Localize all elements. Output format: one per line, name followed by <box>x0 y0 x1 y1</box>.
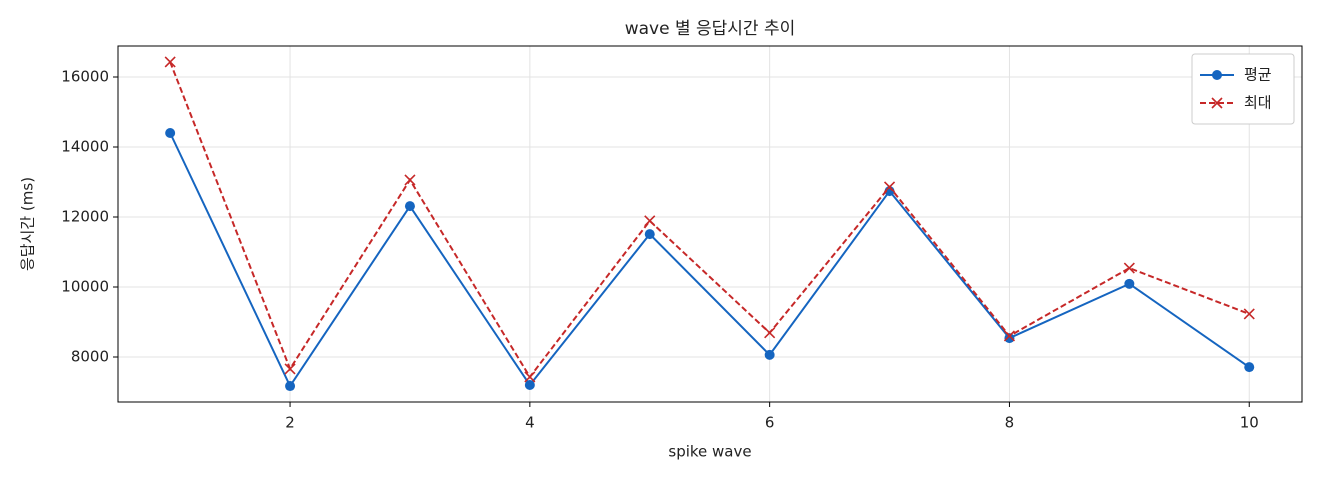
data-point <box>524 379 535 390</box>
data-point <box>404 174 416 186</box>
data-point <box>764 327 776 339</box>
data-point <box>1124 278 1135 289</box>
x-tick-label: 8 <box>1005 414 1015 432</box>
y-tick-label: 12000 <box>61 208 109 226</box>
marker-x <box>404 174 416 186</box>
data-point <box>644 229 655 240</box>
data-point <box>524 371 536 383</box>
x-tick-label: 6 <box>765 414 775 432</box>
data-point <box>164 56 176 68</box>
data-point <box>284 363 296 375</box>
y-tick-label: 16000 <box>61 68 109 86</box>
data-point <box>165 128 176 139</box>
marker-x <box>883 181 896 193</box>
x-tick-label: 2 <box>285 414 295 432</box>
data-point <box>1123 262 1135 274</box>
series-line <box>169 61 1250 379</box>
marker-x <box>1123 262 1135 274</box>
data-point <box>285 381 296 392</box>
legend-label: 평균 <box>1244 66 1272 84</box>
marker-x <box>524 371 536 383</box>
data-point <box>404 201 415 212</box>
series-line <box>169 132 1250 389</box>
x-tick-label: 10 <box>1240 414 1259 432</box>
marker-x <box>644 215 656 227</box>
y-tick-label: 10000 <box>61 277 109 295</box>
legend-label: 최대 <box>1244 94 1272 112</box>
plot-frame <box>117 45 1303 403</box>
marker-x <box>1003 330 1016 342</box>
marker-x <box>1243 308 1255 320</box>
marker-x <box>1211 97 1223 109</box>
chart-title: wave 별 응답시간 추이 <box>625 19 796 39</box>
y-axis-label: 응답시간 (ms) <box>19 177 37 271</box>
marker-x <box>164 56 176 68</box>
data-point <box>1003 330 1016 342</box>
legend-marker <box>1212 70 1222 80</box>
data-point <box>644 215 656 227</box>
y-tick-label: 8000 <box>71 347 109 365</box>
data-point <box>764 349 775 360</box>
y-tick-label: 14000 <box>61 138 109 156</box>
data-point <box>1244 362 1255 373</box>
data-point <box>1243 308 1255 320</box>
x-axis-label: spike wave <box>668 443 751 461</box>
legend-box <box>1191 53 1295 125</box>
marker-x <box>284 363 296 375</box>
legend-marker <box>1211 97 1223 109</box>
x-tick-label: 4 <box>525 414 535 432</box>
marker-x <box>764 327 776 339</box>
data-point <box>883 181 896 193</box>
data-point <box>1004 333 1015 344</box>
